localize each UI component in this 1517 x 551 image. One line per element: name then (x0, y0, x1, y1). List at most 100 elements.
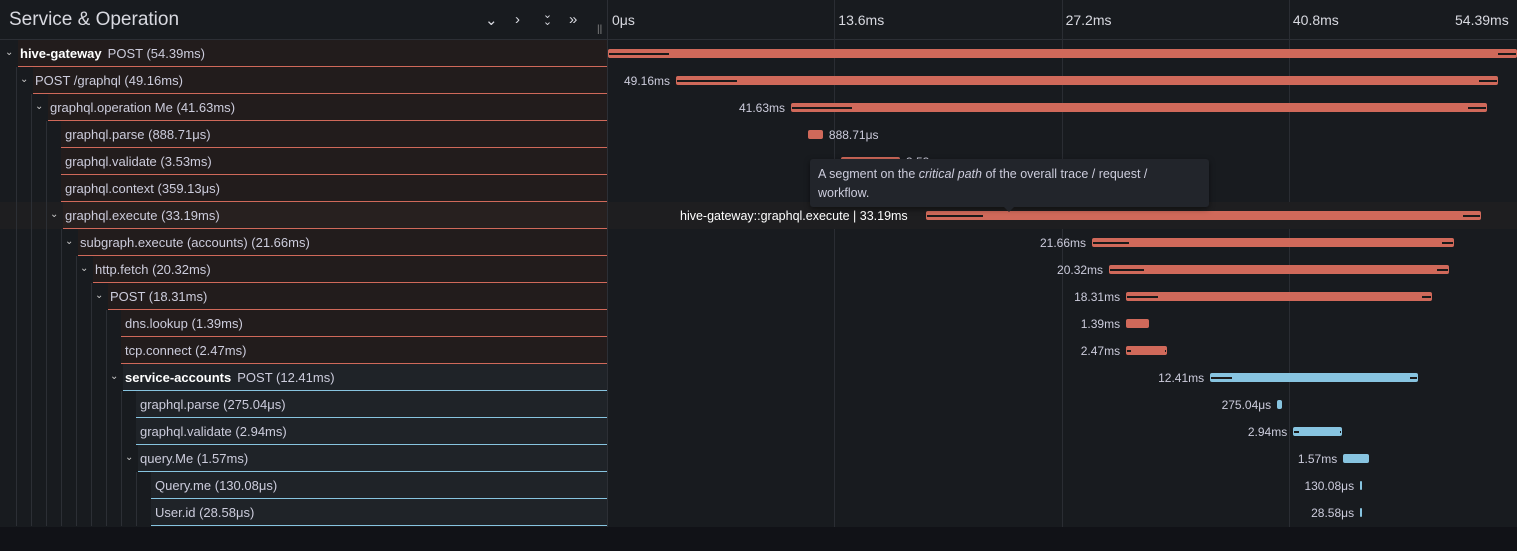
span-row[interactable]: ⌄ POST (18.31ms) 18.31ms (0, 283, 1517, 310)
span-name-cell[interactable]: ⌄ service-accounts POST (12.41ms) (0, 364, 607, 391)
operation-name: query.Me (140, 451, 194, 466)
span-name-cell[interactable]: ⌄ graphql.operation Me (41.63ms) (0, 94, 607, 121)
span-name-cell[interactable]: ⌄ POST (18.31ms) (0, 283, 607, 310)
operation-name: POST (110, 289, 146, 304)
span-bar[interactable] (1210, 373, 1418, 382)
span-row[interactable]: ⌄ hive-gateway POST (54.39ms) (0, 40, 1517, 67)
collapse-all-button[interactable]: » (569, 11, 578, 28)
service-color-line (138, 471, 607, 472)
indent-guide (16, 94, 17, 121)
column-resizer[interactable]: || (597, 24, 603, 35)
span-bar[interactable] (1126, 319, 1150, 328)
indent-guide (46, 121, 47, 148)
span-name-cell[interactable]: Query.me (130.08μs) (0, 472, 607, 499)
service-color-line (151, 525, 607, 526)
span-duration: 18.31ms (153, 289, 203, 304)
span-bar[interactable] (1360, 481, 1363, 490)
indent-guide (31, 202, 32, 229)
span-bar[interactable] (1360, 508, 1363, 517)
span-row[interactable]: graphql.parse (888.71μs) 888.71μs (0, 121, 1517, 148)
span-bar[interactable] (676, 76, 1498, 85)
span-bar-label: 21.66ms (1039, 236, 1086, 250)
span-bar[interactable] (1277, 400, 1282, 409)
indent-guide (46, 499, 47, 526)
span-name-cell[interactable]: tcp.connect (2.47ms) (0, 337, 607, 364)
indent-guide (61, 364, 62, 391)
indent-guide (76, 256, 77, 283)
span-row[interactable]: User.id (28.58μs) 28.58μs (0, 499, 1517, 526)
span-label: tcp.connect (2.47ms) (125, 343, 247, 358)
span-bar[interactable] (608, 49, 1517, 58)
column-divider[interactable] (607, 0, 608, 527)
chevron-down-icon[interactable]: ⌄ (5, 47, 14, 58)
span-bar[interactable] (1109, 265, 1449, 274)
indent-guide (106, 418, 107, 445)
span-row[interactable]: ⌄ graphql.execute (33.19ms) (0, 202, 1517, 229)
span-name-cell[interactable]: ⌄ subgraph.execute (accounts) (21.66ms) (0, 229, 607, 256)
span-label: POST /graphql (49.16ms) (35, 73, 183, 88)
span-bar[interactable] (1293, 427, 1343, 436)
critical-path-segment (1294, 431, 1300, 433)
span-bar[interactable] (1343, 454, 1370, 463)
span-row[interactable]: ⌄ query.Me (1.57ms) 1.57ms (0, 445, 1517, 472)
span-name-cell[interactable]: ⌄ query.Me (1.57ms) (0, 445, 607, 472)
span-row-bg (121, 310, 607, 336)
chevron-down-icon[interactable]: ⌄ (125, 452, 134, 463)
span-row[interactable]: tcp.connect (2.47ms) 2.47ms (0, 337, 1517, 364)
span-name-cell[interactable]: graphql.parse (888.71μs) (0, 121, 607, 148)
expand-all-button[interactable]: ⌄⌄ (541, 8, 553, 22)
span-name-cell[interactable]: ⌄ graphql.execute (33.19ms) (0, 202, 607, 229)
operation-name: graphql.validate (65, 154, 157, 169)
time-tick: 13.6ms (838, 12, 885, 28)
indent-guide (76, 337, 77, 364)
span-row[interactable]: ⌄ subgraph.execute (accounts) (21.66ms) 21… (0, 229, 1517, 256)
span-bar[interactable] (1091, 238, 1454, 247)
span-row[interactable]: graphql.parse (275.04μs) 275.04μs (0, 391, 1517, 418)
chevron-down-icon[interactable]: ⌄ (50, 209, 59, 220)
span-bar[interactable] (1126, 346, 1168, 355)
span-label: User.id (28.58μs) (155, 505, 255, 520)
chevron-down-icon[interactable]: ⌄ (20, 74, 29, 85)
span-name-cell[interactable]: ⌄ http.fetch (20.32ms) (0, 256, 607, 283)
critical-path-segment (1110, 269, 1144, 271)
indent-guide (46, 310, 47, 337)
chevron-down-icon[interactable]: ⌄ (35, 101, 44, 112)
indent-guide (61, 256, 62, 283)
span-row[interactable]: ⌄ http.fetch (20.32ms) 20.32ms (0, 256, 1517, 283)
span-duration: 1.39ms (195, 316, 239, 331)
chevron-down-icon[interactable]: ⌄ (65, 236, 74, 247)
span-name-cell[interactable]: graphql.validate (2.94ms) (0, 418, 607, 445)
time-tick: 0μs (612, 12, 635, 28)
span-bar[interactable] (926, 211, 1481, 220)
span-duration: 20.32ms (156, 262, 207, 277)
span-name-cell[interactable]: graphql.parse (275.04μs) (0, 391, 607, 418)
span-row[interactable]: graphql.validate (2.94ms) 2.94ms (0, 418, 1517, 445)
service-color-line (108, 309, 607, 310)
span-row[interactable]: ⌄ service-accounts POST (12.41ms) 12.41ms (0, 364, 1517, 391)
span-bar[interactable] (808, 130, 823, 139)
span-name-cell[interactable]: graphql.validate (3.53ms) (0, 148, 607, 175)
indent-guide (91, 337, 92, 364)
span-name-cell[interactable]: ⌄ POST /graphql (49.16ms) (0, 67, 607, 94)
span-name-cell[interactable]: graphql.context (359.13μs) (0, 175, 607, 202)
span-row[interactable]: Query.me (130.08μs) 130.08μs (0, 472, 1517, 499)
span-row[interactable]: ⌄ POST /graphql (49.16ms) 49.16ms (0, 67, 1517, 94)
span-name-cell[interactable]: User.id (28.58μs) (0, 499, 607, 526)
collapse-one-button[interactable]: ⌄ (485, 12, 498, 29)
chevron-down-icon[interactable]: ⌄ (80, 263, 89, 274)
span-row[interactable]: graphql.validate (3.53ms)3.53ms (0, 148, 1517, 175)
span-name-cell[interactable]: ⌄ hive-gateway POST (54.39ms) (0, 40, 607, 67)
span-row[interactable]: graphql.context (359.13μs) (0, 175, 1517, 202)
span-bar[interactable] (791, 103, 1487, 112)
indent-guide (46, 472, 47, 499)
span-duration: 888.71μs (152, 127, 207, 142)
span-bar[interactable] (1126, 292, 1433, 301)
operation-name: Query.me (155, 478, 212, 493)
indent-guide (31, 499, 32, 526)
expand-one-button[interactable]: › (515, 11, 520, 28)
chevron-down-icon[interactable]: ⌄ (95, 290, 104, 301)
span-row[interactable]: ⌄ graphql.operation Me (41.63ms) 41.63ms (0, 94, 1517, 121)
span-row[interactable]: dns.lookup (1.39ms) 1.39ms (0, 310, 1517, 337)
span-name-cell[interactable]: dns.lookup (1.39ms) (0, 310, 607, 337)
chevron-down-icon[interactable]: ⌄ (110, 371, 119, 382)
